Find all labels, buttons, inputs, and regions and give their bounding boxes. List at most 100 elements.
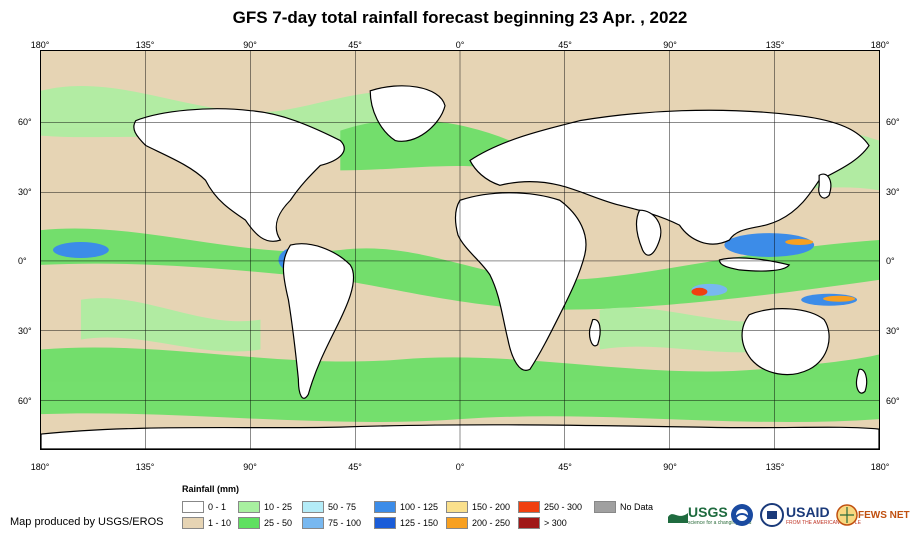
top-lon-label: 135° <box>765 40 785 50</box>
top-lon-label: 45° <box>558 40 572 50</box>
legend-swatch <box>518 501 540 513</box>
west-pacific-heavy <box>52 242 109 258</box>
usaid-logo: USAID FROM THE AMERICAN PEOPLE <box>760 502 861 528</box>
legend-swatch <box>302 517 324 529</box>
top-lon-label: 0° <box>455 40 465 50</box>
south-pacific-band <box>80 298 261 352</box>
legend-item: 75 - 100 <box>302 517 361 529</box>
maritime-continent-heavy <box>724 233 815 257</box>
usgs-wave-icon <box>668 513 688 523</box>
legend-swatch <box>374 517 396 529</box>
extreme-rain-spots <box>691 239 856 302</box>
legend-swatch <box>182 501 204 513</box>
legend-label: 125 - 150 <box>400 518 439 528</box>
legend-item: 250 - 300 <box>518 501 582 513</box>
legend-label: 0 - 1 <box>208 502 227 512</box>
legend-label: 50 - 75 <box>328 502 357 512</box>
graticule <box>41 51 879 449</box>
legend-label: 200 - 250 <box>472 518 511 528</box>
usgs-name: USGS <box>688 504 728 520</box>
legend-item: No Data <box>594 501 653 513</box>
legend-swatch <box>594 501 616 513</box>
top-lon-label: 135° <box>135 40 155 50</box>
fews-net-name: FEWS NET <box>858 509 910 521</box>
legend-item: > 300 <box>518 517 567 529</box>
noaa-logo <box>730 502 754 528</box>
bottom-lon-label: 90° <box>243 462 257 472</box>
new-zealand <box>855 368 868 394</box>
legend-label: 25 - 50 <box>264 518 293 528</box>
north-america <box>133 108 345 242</box>
right-lat-label: 30° <box>886 326 900 336</box>
legend-label: 150 - 200 <box>472 502 511 512</box>
right-lat-label: 30° <box>886 187 900 197</box>
noaa-icon <box>731 504 753 526</box>
top-lon-label: 45° <box>348 40 362 50</box>
usaid-name: USAID <box>786 504 830 520</box>
north-atlantic-band <box>340 119 510 171</box>
legend-swatch <box>374 501 396 513</box>
usgs-logo: USGS science for a changing world <box>668 502 751 528</box>
legend-label: 250 - 300 <box>544 502 583 512</box>
legend-label: 1 - 10 <box>208 518 232 528</box>
india <box>635 209 662 256</box>
legend-label: > 300 <box>544 518 567 528</box>
legend-swatch <box>238 517 260 529</box>
right-lat-label: 60° <box>886 117 900 127</box>
madagascar <box>588 318 601 347</box>
right-lat-label: 60° <box>886 396 900 406</box>
legend-item: 200 - 250 <box>446 517 510 529</box>
top-lon-label: 180° <box>870 40 890 50</box>
legend-label: 10 - 25 <box>264 502 293 512</box>
legend-swatch <box>238 501 260 513</box>
map-credit: Map produced by USGS/EROS <box>10 516 164 528</box>
legend-swatch <box>302 501 324 513</box>
africa <box>454 192 587 371</box>
indian-ocean-band <box>599 307 780 353</box>
bottom-lon-label: 180° <box>870 462 890 472</box>
left-lat-label: 0° <box>18 256 27 266</box>
philippines-extreme <box>785 239 814 246</box>
legend-label: No Data <box>620 502 654 512</box>
bottom-lon-label: 180° <box>30 462 50 472</box>
bottom-lon-label: 90° <box>663 462 677 472</box>
legend-swatch <box>446 517 468 529</box>
legend-item: 125 - 150 <box>374 517 438 529</box>
australia <box>741 308 830 376</box>
bottom-lon-label: 0° <box>455 462 465 472</box>
left-lat-label: 30° <box>18 187 32 197</box>
bottom-lon-label: 135° <box>765 462 785 472</box>
usaid-seal-icon <box>760 503 784 527</box>
south-america <box>282 243 355 399</box>
legend-title: Rainfall (mm) <box>182 484 240 494</box>
legend-label: 75 - 100 <box>328 518 362 528</box>
usaid-tagline: FROM THE AMERICAN PEOPLE <box>786 520 861 526</box>
usgs-tagline: science for a changing world <box>688 520 752 526</box>
legend-item: 10 - 25 <box>238 501 292 513</box>
legend-swatch <box>518 517 540 529</box>
usaid-text-block: USAID FROM THE AMERICAN PEOPLE <box>786 504 861 526</box>
top-lon-label: 90° <box>663 40 677 50</box>
map-title: GFS 7-day total rainfall forecast beginn… <box>232 8 688 27</box>
left-lat-label: 60° <box>18 117 32 127</box>
right-lat-label: 0° <box>886 256 895 266</box>
top-lon-label: 180° <box>30 40 50 50</box>
bottom-lon-label: 45° <box>558 462 572 472</box>
legend-item: 25 - 50 <box>238 517 292 529</box>
legend-item: 0 - 1 <box>182 501 226 513</box>
japan <box>818 173 832 199</box>
indonesia <box>718 257 791 272</box>
left-lat-label: 60° <box>18 396 32 406</box>
legend-item: 150 - 200 <box>446 501 510 513</box>
legend-item: 50 - 75 <box>302 501 356 513</box>
legend-swatch <box>446 501 468 513</box>
fews-net-logo: FEWS NET <box>836 502 910 528</box>
bottom-lon-label: 45° <box>348 462 362 472</box>
legend-label: 100 - 125 <box>400 502 439 512</box>
indian-ocean-extreme <box>691 287 708 296</box>
legend-swatch <box>182 517 204 529</box>
left-lat-label: 30° <box>18 326 32 336</box>
rainfall-map <box>40 50 880 450</box>
fews-globe-icon <box>836 504 858 526</box>
legend-item: 100 - 125 <box>374 501 438 513</box>
